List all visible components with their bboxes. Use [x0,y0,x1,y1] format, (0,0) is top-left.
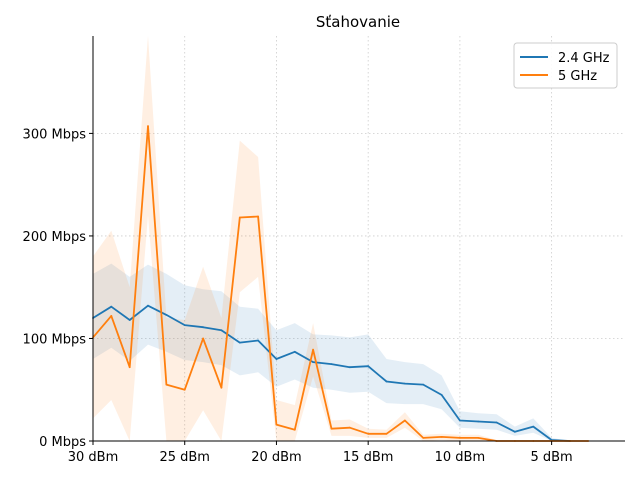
x-tick-label: 5 dBm [530,450,572,465]
data-point-2-4ghz [238,341,241,344]
data-point-5ghz [293,428,296,431]
data-point-2-4ghz [422,383,425,386]
data-point-5ghz [330,427,333,430]
data-point-5ghz [275,423,278,426]
data-point-2-4ghz [440,394,443,396]
y-tick-label: 0 Mbps [39,435,86,450]
data-point-2-4ghz [293,350,296,353]
band-2-4ghz [93,263,570,441]
band-5ghz [93,36,589,441]
data-point-5ghz [385,432,388,435]
chart-title: Sťahovanie [316,13,400,31]
data-point-2-4ghz [257,339,259,342]
data-point-2-4ghz [459,419,461,422]
data-point-2-4ghz [495,421,498,424]
data-point-5ghz [422,437,425,439]
x-tick-label: 20 dBm [251,450,302,465]
data-point-2-4ghz [330,363,333,365]
data-point-5ghz [220,386,223,389]
data-point-2-4ghz [128,319,131,321]
legend: 2.4 GHz 5 GHz [513,42,618,89]
data-point-5ghz [128,366,131,369]
legend-box [513,42,618,89]
data-point-5ghz [183,388,186,391]
data-point-5ghz [348,426,351,429]
x-tick-label: 30 dBm [68,450,119,465]
y-tick-label: 300 Mbps [23,127,87,142]
axes [92,36,625,442]
y-tick-label: 200 Mbps [23,230,87,245]
data-point-2-4ghz [367,365,370,368]
data-point-5ghz [147,125,149,128]
data-point-5ghz [238,216,241,219]
data-point-2-4ghz [275,358,278,360]
data-point-2-4ghz [348,366,351,369]
data-point-2-4ghz [110,305,113,308]
y-tick-label: 100 Mbps [23,332,87,347]
data-point-2-4ghz [477,420,480,423]
ticks: 30 dBm 25 dBm 20 dBm 15 dBm 10 dBm 5 dBm 0 Mbp… [23,127,573,465]
x-tick-label: 15 dBm [343,450,394,465]
data-point-5ghz [165,383,168,386]
data-point-2-4ghz [404,382,406,385]
data-point-2-4ghz [514,430,516,433]
data-point-5ghz [477,437,480,439]
data-point-2-4ghz [202,326,205,329]
data-point-5ghz [404,419,406,422]
data-point-5ghz [202,337,205,340]
data-point-2-4ghz [385,380,388,383]
data-point-5ghz [312,348,314,351]
data-point-2-4ghz [220,329,223,332]
data-point-5ghz [367,432,370,435]
data-point-2-4ghz [312,361,314,363]
x-tick-label: 25 dBm [159,450,210,465]
data-point-5ghz [110,315,113,317]
data-point-2-4ghz [147,304,149,307]
data-point-5ghz [459,437,461,439]
legend-label-5ghz: 5 GHz [558,69,597,84]
data-point-2-4ghz [532,425,535,428]
confidence-bands [93,36,589,441]
legend-label-2-4ghz: 2.4 GHz [558,51,610,66]
data-point-5ghz [257,215,259,218]
x-tick-label: 10 dBm [435,450,486,465]
data-point-2-4ghz [183,324,186,326]
data-point-2-4ghz [165,314,168,316]
data-point-5ghz [440,436,443,438]
